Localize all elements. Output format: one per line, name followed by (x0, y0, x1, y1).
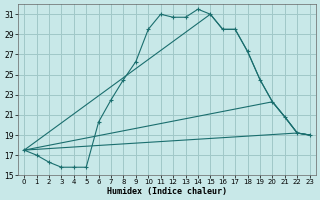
X-axis label: Humidex (Indice chaleur): Humidex (Indice chaleur) (107, 187, 227, 196)
